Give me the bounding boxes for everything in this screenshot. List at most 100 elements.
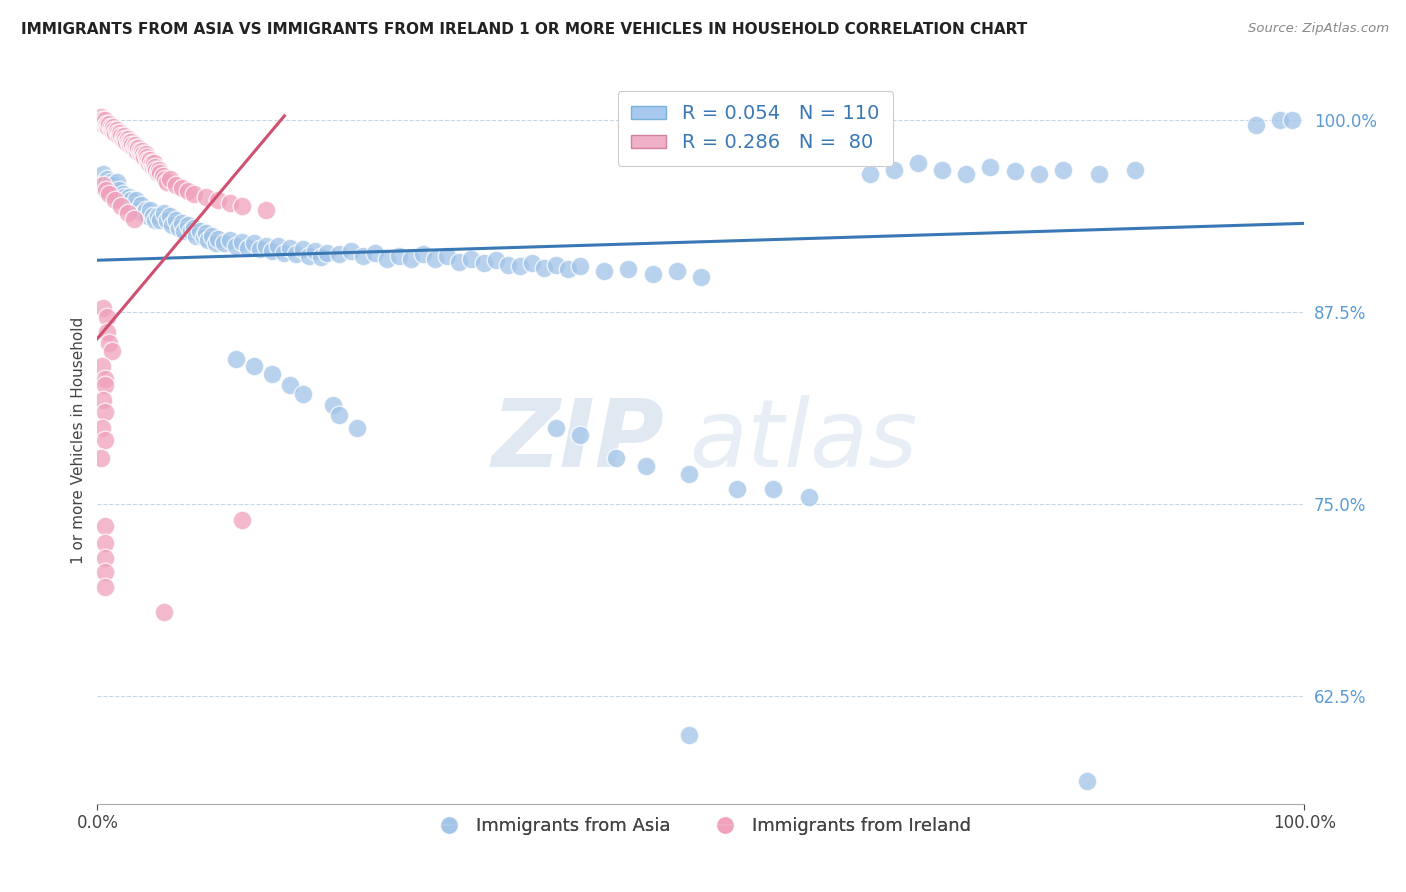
Point bbox=[93, 167, 115, 181]
Point bbox=[425, 252, 447, 266]
Point bbox=[115, 135, 138, 149]
Point bbox=[98, 336, 121, 351]
Point bbox=[931, 162, 953, 177]
Point bbox=[678, 728, 700, 742]
Point bbox=[201, 228, 224, 243]
Point bbox=[165, 213, 187, 227]
Point bbox=[125, 141, 148, 155]
Point bbox=[91, 113, 114, 128]
Point bbox=[142, 160, 165, 174]
Point bbox=[104, 194, 127, 208]
Point bbox=[129, 198, 152, 212]
Point bbox=[148, 162, 170, 177]
Point bbox=[136, 153, 159, 168]
Point bbox=[135, 150, 157, 164]
Point bbox=[1268, 113, 1291, 128]
Point bbox=[207, 194, 229, 208]
Point bbox=[101, 122, 124, 136]
Point bbox=[128, 144, 150, 158]
Point bbox=[1052, 162, 1074, 177]
Point bbox=[267, 239, 290, 253]
Point bbox=[212, 236, 235, 251]
Point bbox=[93, 301, 115, 315]
Point bbox=[243, 359, 266, 374]
Point bbox=[180, 224, 202, 238]
Point bbox=[1004, 164, 1026, 178]
Point bbox=[93, 536, 115, 550]
Point bbox=[93, 175, 115, 189]
Point bbox=[114, 132, 136, 146]
Point bbox=[177, 184, 200, 198]
Point bbox=[955, 167, 977, 181]
Point bbox=[122, 141, 145, 155]
Point bbox=[117, 205, 139, 219]
Point bbox=[98, 178, 121, 192]
Point bbox=[94, 183, 117, 197]
Point bbox=[127, 144, 149, 158]
Point bbox=[194, 226, 217, 240]
Point bbox=[309, 250, 332, 264]
Point bbox=[225, 351, 247, 366]
Point bbox=[108, 183, 131, 197]
Point bbox=[197, 233, 219, 247]
Point bbox=[569, 428, 592, 442]
Point bbox=[94, 118, 117, 132]
Point bbox=[97, 120, 120, 134]
Point bbox=[364, 245, 387, 260]
Point bbox=[231, 235, 253, 249]
Text: ZIP: ZIP bbox=[492, 395, 665, 487]
Text: Source: ZipAtlas.com: Source: ZipAtlas.com bbox=[1249, 22, 1389, 36]
Point bbox=[388, 249, 411, 263]
Point bbox=[593, 264, 616, 278]
Point bbox=[204, 236, 226, 251]
Point bbox=[1028, 167, 1050, 181]
Point bbox=[93, 116, 115, 130]
Point bbox=[328, 409, 350, 423]
Point bbox=[103, 122, 125, 136]
Point bbox=[146, 209, 169, 223]
Point bbox=[979, 160, 1001, 174]
Point bbox=[485, 253, 508, 268]
Point bbox=[96, 326, 118, 340]
Point bbox=[665, 264, 688, 278]
Point bbox=[117, 198, 139, 212]
Point bbox=[124, 138, 146, 153]
Point bbox=[142, 209, 165, 223]
Point bbox=[177, 218, 200, 232]
Point bbox=[165, 178, 187, 192]
Point bbox=[183, 221, 205, 235]
Point bbox=[273, 245, 295, 260]
Point bbox=[1281, 113, 1303, 128]
Point bbox=[859, 167, 882, 181]
Point bbox=[1088, 167, 1111, 181]
Point bbox=[194, 190, 217, 204]
Point bbox=[156, 213, 179, 227]
Point bbox=[262, 244, 284, 258]
Point bbox=[219, 233, 242, 247]
Point bbox=[90, 451, 112, 466]
Point bbox=[139, 202, 162, 217]
Point bbox=[322, 398, 344, 412]
Point bbox=[111, 187, 134, 202]
Point bbox=[132, 147, 155, 161]
Point bbox=[328, 247, 350, 261]
Point bbox=[460, 252, 482, 266]
Point bbox=[170, 181, 193, 195]
Point bbox=[93, 371, 115, 385]
Point bbox=[120, 135, 142, 149]
Point bbox=[169, 221, 191, 235]
Point bbox=[280, 377, 302, 392]
Point bbox=[93, 405, 115, 419]
Point bbox=[152, 205, 174, 219]
Point bbox=[105, 122, 128, 136]
Point bbox=[93, 581, 115, 595]
Point bbox=[156, 175, 179, 189]
Point bbox=[678, 467, 700, 481]
Point bbox=[496, 258, 519, 272]
Point bbox=[118, 190, 141, 204]
Point bbox=[152, 605, 174, 619]
Text: atlas: atlas bbox=[689, 395, 917, 486]
Point bbox=[641, 267, 664, 281]
Point bbox=[98, 116, 121, 130]
Point bbox=[93, 392, 115, 407]
